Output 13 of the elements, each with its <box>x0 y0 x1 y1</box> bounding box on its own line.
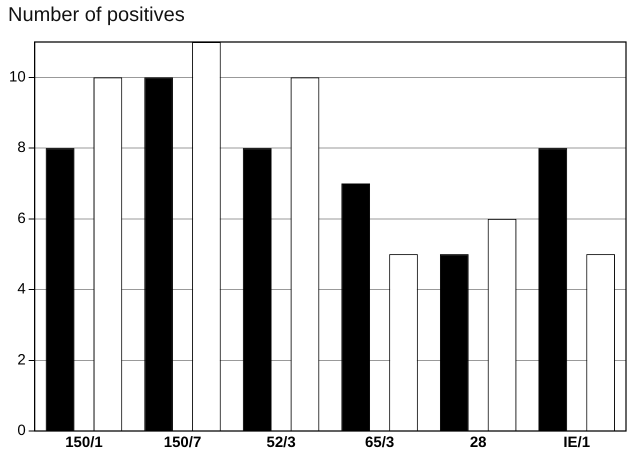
y-tick-label: 0 <box>17 422 26 440</box>
y-tick-label: 4 <box>17 280 26 298</box>
x-tick-label: 65/3 <box>365 434 394 452</box>
x-tick-label: 150/7 <box>164 434 202 452</box>
y-tick-label: 10 <box>8 68 26 86</box>
x-tick-label: 52/3 <box>266 434 296 452</box>
y-tick-label: 6 <box>17 210 26 227</box>
x-tick-label: 28 <box>470 434 487 452</box>
y-tick-label: 8 <box>17 139 26 156</box>
x-tick-label: 150/1 <box>65 434 103 452</box>
chart-title: Number of positives <box>8 4 185 27</box>
y-tick-label: 2 <box>17 351 26 368</box>
x-tick-label: IE/1 <box>563 434 590 452</box>
